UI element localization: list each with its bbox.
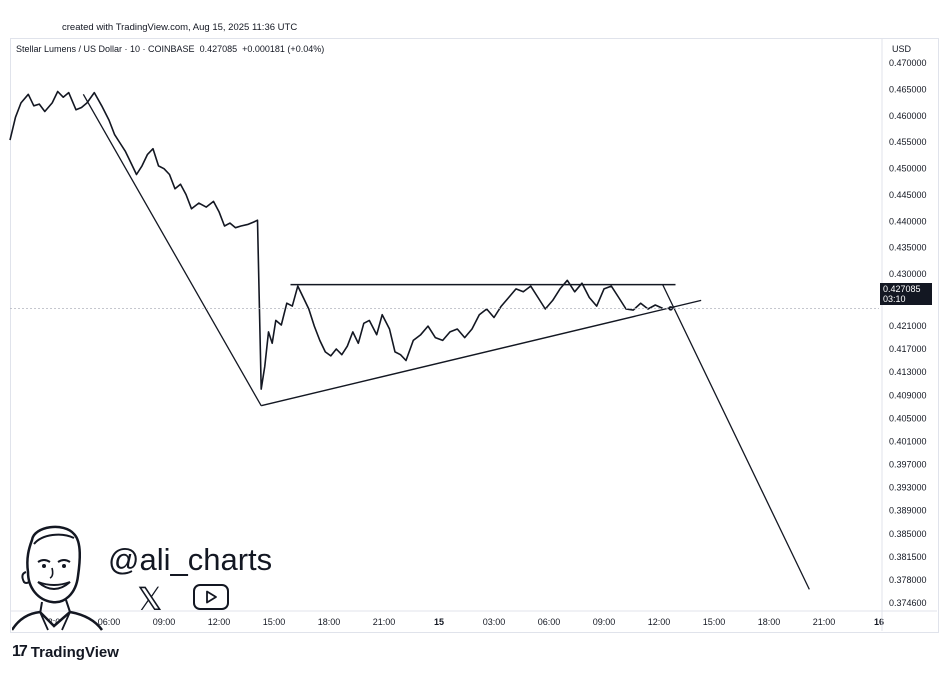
price-axis: 0.470000 0.465000 0.460000 0.455000 0.450000… [889, 58, 927, 608]
price-tick-label: 0.417000 [889, 344, 927, 354]
price-tick-label: 0.378000 [889, 575, 927, 585]
price-series [9, 90, 673, 390]
time-tick-label: 12:00 [648, 617, 671, 627]
price-tick-label: 0.381500 [889, 552, 927, 562]
current-price-label: 0.427085 03:10 [880, 283, 932, 305]
current-price-value: 0.427085 [883, 284, 921, 294]
price-tick-label: 0.385000 [889, 529, 927, 539]
price-tick-label: 0.421000 [889, 321, 927, 331]
youtube-icon[interactable] [193, 584, 229, 610]
tradingview-logo[interactable]: 17 TradingView [12, 643, 119, 661]
price-tick-label: 0.409000 [889, 390, 927, 400]
projection-line [662, 284, 810, 590]
price-tick-label: 0.401000 [889, 436, 927, 446]
watermark-handle: @ali_charts [108, 542, 273, 577]
time-tick-label: 09:00 [593, 617, 616, 627]
time-tick-label: 15:00 [703, 617, 726, 627]
bar-countdown: 03:10 [883, 294, 906, 304]
price-tick-label: 0.445000 [889, 190, 927, 200]
time-tick-label: 06:00 [98, 617, 121, 627]
symbol-name: Stellar Lumens / US Dollar · 10 · COINBA… [16, 44, 195, 54]
time-tick-label: 15 [434, 617, 444, 627]
time-tick-label: 03:00 [483, 617, 506, 627]
time-tick-label: 18:00 [758, 617, 781, 627]
price-tick-label: 0.405000 [889, 413, 927, 423]
time-tick-label: 12:00 [208, 617, 231, 627]
chart-frame [10, 38, 939, 633]
last-price-value: 0.427085 [199, 44, 238, 54]
price-line [9, 90, 664, 390]
avatar-illustration [10, 522, 112, 637]
currency-label[interactable]: USD [892, 44, 912, 54]
x-logo-icon[interactable]: 𝕏 [137, 581, 163, 617]
price-tick-label: 0.470000 [889, 58, 927, 68]
price-tick-label: 0.465000 [889, 84, 927, 94]
tradingview-logo-icon: 17 [12, 643, 28, 660]
price-tick-label: 0.455000 [889, 137, 927, 147]
time-tick-label: 21:00 [813, 617, 836, 627]
price-tick-label: 0.393000 [889, 483, 927, 493]
support-trendline [261, 299, 702, 407]
time-tick-label: 16 [874, 617, 884, 627]
symbol-info: Stellar Lumens / US Dollar · 10 · COINBA… [16, 44, 324, 54]
time-tick-label: 03:00 [43, 617, 66, 627]
time-tick-label: 09:00 [153, 617, 176, 627]
time-tick-label: 06:00 [538, 617, 561, 627]
drawn-trendlines [82, 94, 810, 590]
projection-line [82, 94, 262, 407]
time-tick-label: 21:00 [373, 617, 396, 627]
price-tick-label: 0.374600 [889, 598, 927, 608]
time-tick-label: 15:00 [263, 617, 286, 627]
price-tick-label: 0.397000 [889, 460, 927, 470]
price-tick-label: 0.440000 [889, 216, 927, 226]
price-tick-label: 0.430000 [889, 269, 927, 279]
price-tick-label: 0.389000 [889, 506, 927, 516]
tradingview-brand: TradingView [30, 643, 119, 661]
time-tick-label: 18:00 [318, 617, 341, 627]
price-tick-label: 0.435000 [889, 243, 927, 253]
price-tick-label: 0.460000 [889, 111, 927, 121]
time-axis: 03:00 06:00 09:00 12:00 15:00 18:00 21:00 15 03:… [43, 617, 884, 627]
created-caption: created with TradingView.com, Aug 15, 20… [62, 22, 298, 33]
price-tick-label: 0.413000 [889, 367, 927, 377]
price-change: +0.000181 (+0.04%) [242, 44, 325, 54]
price-tick-label: 0.450000 [889, 164, 927, 174]
